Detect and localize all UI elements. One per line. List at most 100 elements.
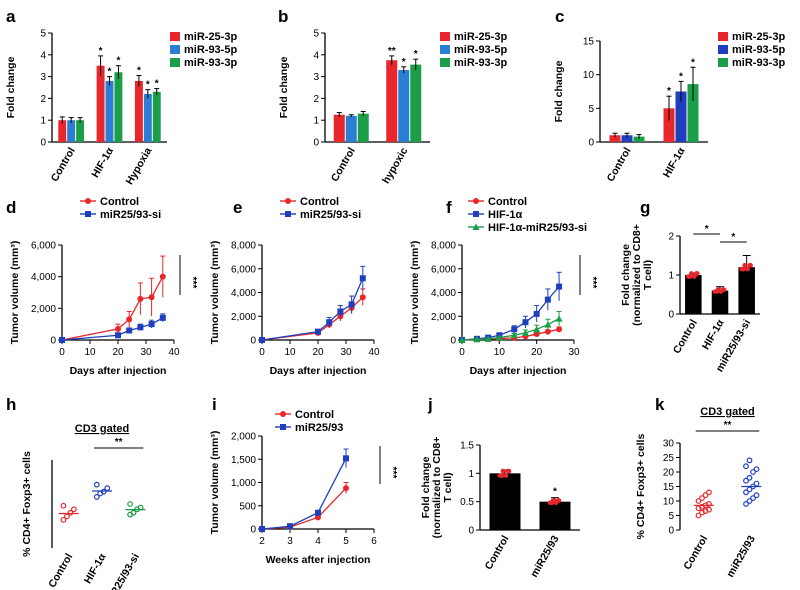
y-axis-title: Tumor volume (mm³) [9,241,21,345]
significance-star: * [553,487,557,498]
x-tick-label: 5 [343,536,349,547]
category-label: Control [671,317,700,355]
bar [609,135,621,142]
panel-label: g [640,198,650,217]
data-point [115,332,121,339]
data-point [315,514,321,521]
series-line [261,487,347,530]
replicate-point [688,274,693,279]
data-point [743,489,749,496]
bar [345,115,357,142]
data-point [259,526,265,532]
y-axis-title: Fold change(normalized to CD8+T cell) [420,437,454,539]
data-point [510,331,518,339]
replicate-point [747,263,752,268]
y-tick-label: 0.5 [460,497,474,508]
chart-panel-g: g 0 1 2 Fold change(normalized to CD8+T cell… [620,198,760,374]
data-point [743,463,749,470]
replicate-point [503,473,509,478]
significance-star: * [414,49,418,60]
panel-label: e [233,198,242,217]
data-point [556,326,563,333]
y-tick-label: 1 [40,116,46,127]
y-axis-title: Tumor volume (mm³) [209,241,221,345]
y-tick-label: 2 [668,232,674,243]
significance-star: * [137,66,141,77]
y-tick-label: 5 [40,29,46,40]
y-axis-title: Fold change [5,56,17,118]
significance-star: * [99,46,103,57]
data-point [706,506,712,513]
bar [663,108,675,142]
data-point [555,315,563,322]
legend-label: miR-25-3p [454,31,507,43]
bar [134,80,143,142]
replicate-point [742,263,747,268]
legend-label: miR-93-5p [732,44,785,56]
legend-label: miR-93-3p [732,57,785,69]
y-tick-label: 8,000 [231,241,256,252]
data-point [695,512,702,519]
data-point [104,485,111,492]
x-tick-label: 40 [168,347,180,358]
data-point [127,501,133,507]
data-point [746,498,753,504]
legend-label: miR-93-5p [184,44,237,56]
legend-label: miR-93-3p [454,57,507,69]
y-tick-label: 15 [583,37,595,48]
replicate-point [499,473,505,478]
panel-label: d [6,198,16,217]
data-point [522,319,529,326]
significance-star: ** [388,46,396,57]
x-axis-title: Weeks after injection [266,554,371,566]
x-axis-title: Days after injection [270,365,367,377]
data-point [259,337,265,343]
x-tick-label: 0 [59,347,65,358]
bar [333,114,345,142]
y-tick-label: 1.5 [460,441,474,452]
data-point [359,294,366,301]
x-axis-title: Days after injection [70,365,167,377]
y-tick-label: 2,000 [431,312,456,323]
data-point [753,492,760,499]
data-point [93,481,100,488]
y-tick-label: 6,000 [431,264,456,275]
replicate-point [694,271,699,276]
replicate-point [714,289,720,294]
legend-label: miR25/93-si [100,209,161,221]
panel-label: i [212,395,217,414]
data-point [746,457,753,464]
y-tick-label: 0 [668,310,674,321]
bar [105,80,114,142]
category-label: HIF-1α [82,551,109,586]
series-line [261,458,347,530]
data-point [750,469,756,475]
data-point [315,509,321,516]
legend-marker [473,211,479,217]
category-label: Hypoxia [124,145,155,187]
y-tick-label: 2,000 [231,312,256,323]
bar [114,72,123,142]
x-tick-label: 10 [494,347,506,358]
chart-panel-a: a 0 1 2 3 4 5 Fold change * * * * * * Control HIF-1α Hyp… [5,7,237,187]
data-point [315,328,321,335]
x-tick-label: 30 [140,347,152,358]
data-point [458,336,466,343]
bar [675,91,687,142]
legend-label: Control [300,196,339,208]
data-point [544,328,551,335]
data-point [473,335,481,343]
significance-star: * [691,57,695,68]
category-label: Control [46,551,75,589]
legend-label: miR-93-3p [184,57,237,69]
replicate-point [505,468,511,474]
data-point [337,308,344,315]
data-point [148,321,155,328]
significance-star: *** [587,277,598,289]
y-tick-label: 5 [588,104,594,115]
panel-label: a [6,7,16,26]
y-tick-label: 0 [450,336,456,347]
y-tick-label: 2 [40,94,46,105]
significance-star: *** [387,467,398,479]
